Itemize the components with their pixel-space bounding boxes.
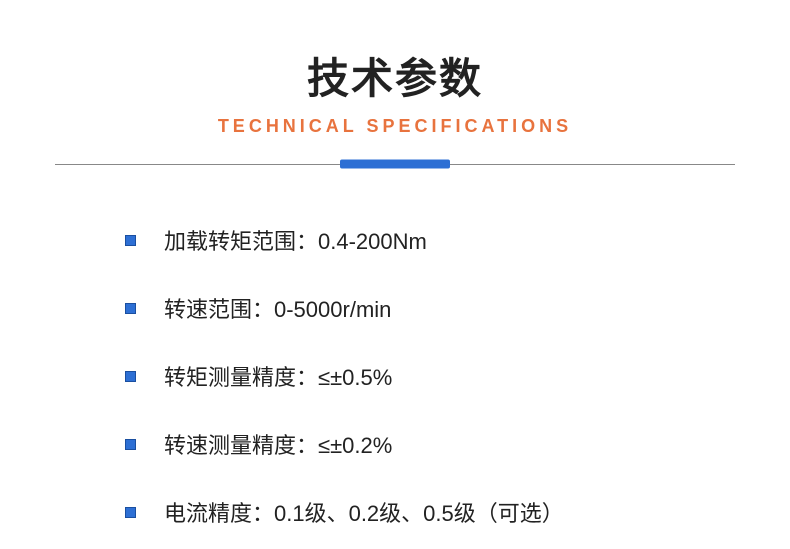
bullet-icon bbox=[125, 235, 136, 246]
spec-item: 加载转矩范围：0.4-200Nm bbox=[125, 224, 665, 256]
spec-text: 转矩测量精度：≤±0.5% bbox=[164, 360, 392, 392]
spec-item: 转速测量精度：≤±0.2% bbox=[125, 428, 665, 460]
divider-accent bbox=[340, 160, 450, 169]
bullet-icon bbox=[125, 507, 136, 518]
bullet-icon bbox=[125, 303, 136, 314]
title-chinese: 技术参数 bbox=[0, 45, 790, 106]
spec-item: 转矩测量精度：≤±0.5% bbox=[125, 360, 665, 392]
spec-item: 电流精度：0.1级、0.2级、0.5级（可选） bbox=[125, 496, 665, 528]
spec-text: 加载转矩范围：0.4-200Nm bbox=[164, 224, 427, 256]
spec-text: 电流精度：0.1级、0.2级、0.5级（可选） bbox=[164, 496, 564, 528]
spec-text: 转速测量精度：≤±0.2% bbox=[164, 428, 392, 460]
bullet-icon bbox=[125, 439, 136, 450]
spec-text: 转速范围：0-5000r/min bbox=[164, 292, 391, 324]
spec-item: 转速范围：0-5000r/min bbox=[125, 292, 665, 324]
title-english: TECHNICAL SPECIFICATIONS bbox=[0, 116, 790, 137]
bullet-icon bbox=[125, 371, 136, 382]
spec-list: 加载转矩范围：0.4-200Nm 转速范围：0-5000r/min 转矩测量精度… bbox=[125, 224, 665, 528]
divider bbox=[55, 159, 735, 169]
